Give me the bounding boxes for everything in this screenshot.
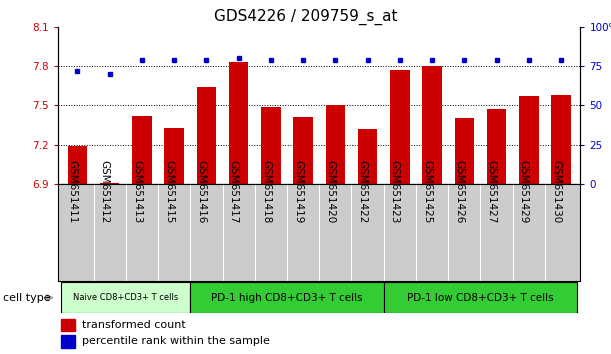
Bar [519,96,538,184]
Bar [68,146,87,184]
Text: Naive CD8+CD3+ T cells: Naive CD8+CD3+ T cells [73,293,178,302]
Text: GSM651430: GSM651430 [551,160,561,223]
Bar [164,128,184,184]
Text: GSM651427: GSM651427 [486,160,497,224]
Text: GDS4226 / 209759_s_at: GDS4226 / 209759_s_at [214,9,397,25]
Text: GSM651415: GSM651415 [164,160,174,224]
Text: GSM651412: GSM651412 [100,160,109,224]
Bar [455,119,474,184]
Bar [293,117,313,184]
Text: GSM651419: GSM651419 [293,160,303,224]
Bar [390,70,409,184]
Bar [197,87,216,184]
Bar [229,62,248,184]
Bar [132,116,152,184]
Bar [60,335,75,348]
Text: GSM651420: GSM651420 [326,160,335,223]
Text: GSM651426: GSM651426 [455,160,464,224]
Text: GSM651423: GSM651423 [390,160,400,224]
Text: cell type: cell type [3,293,51,303]
Bar [358,129,377,184]
Bar [422,66,442,184]
Text: GSM651417: GSM651417 [229,160,239,224]
Text: PD-1 high CD8+CD3+ T cells: PD-1 high CD8+CD3+ T cells [211,293,363,303]
Text: GSM651413: GSM651413 [132,160,142,224]
Bar [552,95,571,184]
Bar [326,105,345,184]
Text: GSM651416: GSM651416 [196,160,207,224]
Text: GSM651418: GSM651418 [261,160,271,224]
Bar [384,282,577,313]
Text: GSM651429: GSM651429 [519,160,529,224]
Text: transformed count: transformed count [81,320,185,330]
Bar [60,319,75,331]
Text: PD-1 low CD8+CD3+ T cells: PD-1 low CD8+CD3+ T cells [407,293,554,303]
Bar [487,109,507,184]
Text: GSM651411: GSM651411 [67,160,78,224]
Bar [61,282,190,313]
Text: percentile rank within the sample: percentile rank within the sample [81,336,269,346]
Text: GSM651425: GSM651425 [422,160,432,224]
Bar [190,282,384,313]
Bar [262,107,280,184]
Bar [100,183,119,184]
Text: GSM651422: GSM651422 [357,160,368,224]
